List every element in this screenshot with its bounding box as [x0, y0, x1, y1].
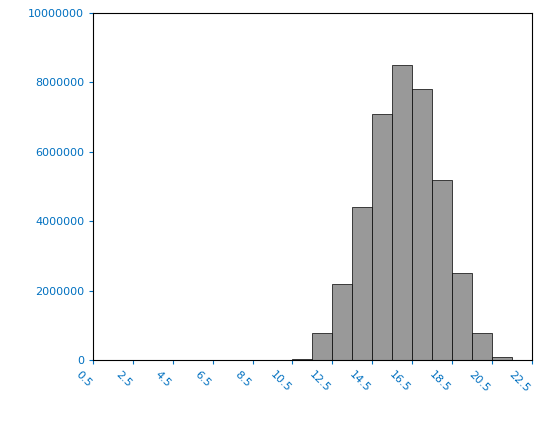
Bar: [492, 357, 512, 360]
Bar: [293, 359, 312, 360]
Bar: [392, 65, 412, 360]
Bar: [312, 332, 332, 360]
Bar: [332, 284, 352, 360]
Bar: [352, 207, 372, 360]
Bar: [472, 332, 492, 360]
Bar: [372, 114, 392, 360]
Bar: [452, 273, 472, 360]
Bar: [432, 180, 452, 360]
Bar: [412, 89, 432, 360]
